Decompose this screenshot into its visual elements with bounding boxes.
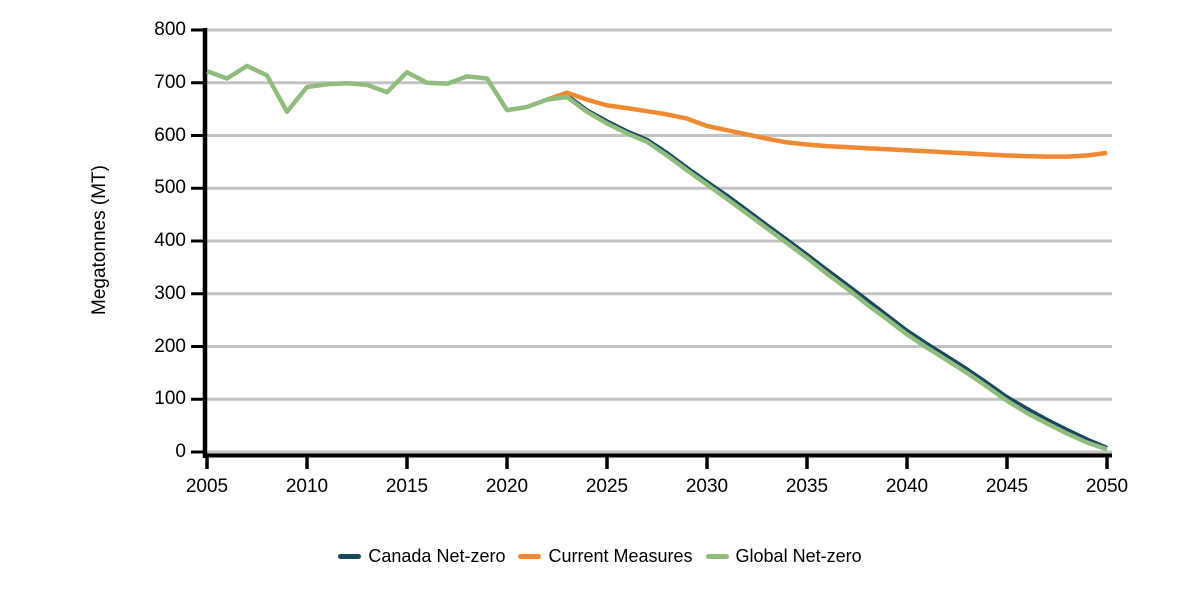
y-tick-label: 0 xyxy=(175,441,186,462)
y-tick-label: 700 xyxy=(154,71,186,93)
x-tick-label: 2010 xyxy=(285,476,329,497)
y-tick-label: 800 xyxy=(154,19,186,40)
series-line-current-measures xyxy=(546,90,1108,159)
y-tick-label: 400 xyxy=(154,230,186,251)
x-tick-label: 2015 xyxy=(385,476,429,497)
legend-item-canada-net-zero: Canada Net-zero xyxy=(338,546,505,567)
x-tick-label: 2005 xyxy=(185,476,229,497)
x-tick-label: 2045 xyxy=(985,476,1029,497)
legend-swatch-icon xyxy=(705,554,729,559)
y-axis-title: Megatonnes (MT) xyxy=(89,165,110,315)
legend-swatch-icon xyxy=(518,554,542,559)
legend: Canada Net-zero Current Measures Global Ne… xyxy=(0,546,1200,567)
y-tick-label: 200 xyxy=(154,335,186,357)
x-tick-label: 2040 xyxy=(885,476,929,497)
legend-swatch-icon xyxy=(338,554,362,559)
x-tick-label: 2030 xyxy=(685,476,729,497)
x-tick-label: 2050 xyxy=(1085,476,1129,497)
legend-label: Canada Net-zero xyxy=(368,546,506,566)
x-tick-label: 2035 xyxy=(785,476,829,497)
y-tick-label: 300 xyxy=(154,282,186,304)
legend-item-current-measures: Current Measures xyxy=(518,546,693,567)
y-tick-label: 100 xyxy=(154,388,186,410)
legend-item-global-net-zero: Global Net-zero xyxy=(705,546,862,567)
series-line-global-net-zero xyxy=(206,63,1108,452)
x-tick-label: 2020 xyxy=(485,476,529,497)
y-tick-label: 600 xyxy=(154,124,186,146)
legend-label: Current Measures xyxy=(548,546,693,566)
x-tick-label: 2025 xyxy=(585,476,629,497)
y-tick-label: 500 xyxy=(154,177,186,199)
legend-label: Global Net-zero xyxy=(735,546,862,566)
